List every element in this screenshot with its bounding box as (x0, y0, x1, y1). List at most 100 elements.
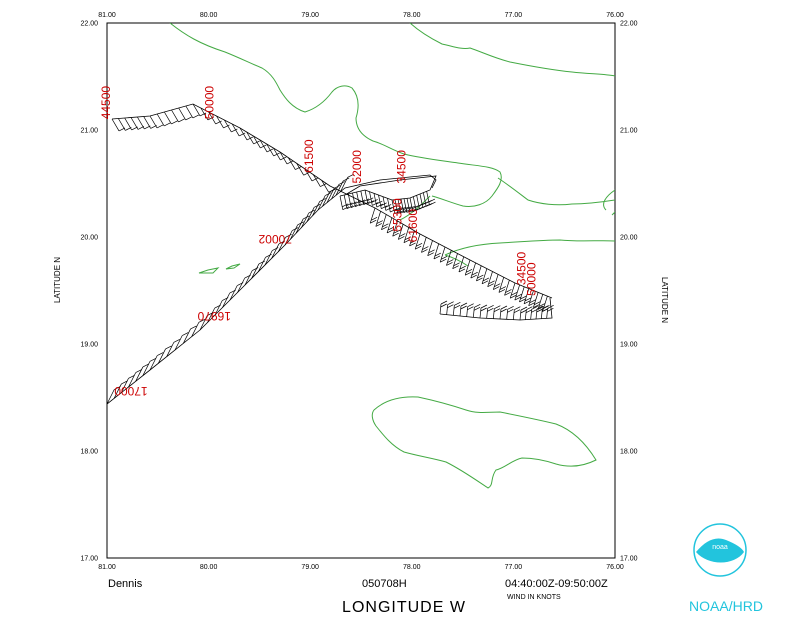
wind-barbs (107, 103, 554, 405)
wind-barb-staff (264, 250, 273, 266)
wind-barb-flag (342, 203, 349, 208)
wind-barb-staff (519, 286, 525, 303)
altitude-label: 50000 (525, 262, 539, 296)
wind-barb-flag (258, 260, 266, 265)
wind-barb-flag (525, 309, 533, 313)
wind-barb-staff (130, 117, 139, 130)
wind-barb-flag (515, 293, 522, 298)
wind-barb-flag (404, 236, 412, 241)
wind-barb-staff (524, 309, 527, 320)
wind-barb-flag (387, 226, 395, 231)
wind-barb-flag (513, 309, 521, 313)
wind-barb-flag (385, 204, 392, 208)
wind-barb-flag (156, 124, 164, 129)
wind-barb-flag (350, 201, 357, 206)
wind-barb-staff (459, 305, 462, 317)
wind-barb-flag (376, 220, 383, 224)
wind-barb-staff (259, 139, 268, 153)
altitude-label: 34500 (395, 150, 409, 184)
wind-barb-flag (422, 246, 429, 250)
wind-barb-staff (392, 220, 398, 237)
wind-barb-staff (479, 307, 482, 319)
wind-barb-flag (164, 122, 171, 127)
wind-barb-flag (494, 305, 501, 309)
wind-barb-staff (452, 253, 458, 269)
wind-barb-flag (215, 120, 222, 125)
wind-barb-flag (389, 205, 396, 210)
wind-barb-staff (535, 308, 538, 320)
wind-barb-staff (244, 270, 253, 286)
wind-barb-flag (350, 204, 358, 209)
wind-barb-flag (393, 230, 400, 234)
wind-barb-staff (506, 309, 509, 320)
wind-barb-staff (481, 268, 488, 284)
wind-barb-staff (296, 163, 304, 176)
wind-barb-staff (409, 230, 415, 247)
wind-barb-flag (460, 302, 468, 307)
wind-barb-flag (523, 300, 531, 305)
wind-barb-flag (504, 292, 511, 296)
wind-barb-flag (487, 283, 494, 288)
time-range: 04:40:00Z-09:50:00Z (505, 578, 608, 590)
wind-barb-staff (271, 243, 280, 259)
wind-barb-staff (414, 233, 421, 250)
wind-barb-staff (340, 177, 349, 192)
wind-barb-staff (403, 198, 408, 213)
wind-barb-staff (253, 135, 261, 149)
wind-barb-flag (246, 136, 254, 141)
wind-barb-flag (440, 256, 448, 260)
wind-barb-staff (216, 115, 224, 129)
wind-barb-flag (487, 308, 494, 312)
wind-barb-staff (369, 207, 376, 224)
wind-barb-flag (519, 298, 526, 303)
wind-barb-flag (253, 140, 260, 145)
wind-barb-flag (280, 156, 287, 161)
wind-barb-staff (224, 119, 232, 133)
wind-barb-staff (360, 190, 364, 205)
wind-barb-flag (505, 289, 512, 293)
wind-barb-staff (199, 315, 208, 331)
wind-barb-flag (135, 369, 142, 373)
grand-cayman (198, 267, 220, 274)
wind-barb-flag (380, 202, 387, 207)
wind-barb-staff (426, 191, 430, 206)
wind-barb-flag (231, 128, 238, 133)
wind-barb-staff (239, 127, 248, 141)
wind-barb-flag (354, 200, 361, 205)
hispaniola-coast (444, 177, 615, 267)
wind-barb-staff (412, 196, 417, 211)
wind-barb-staff (464, 259, 471, 276)
lat-tick-right: 17.00 (620, 556, 638, 563)
wind-barb-staff (295, 218, 304, 234)
wind-barb-staff (246, 131, 254, 145)
wind-barb-flag (536, 305, 544, 310)
wind-barb-staff (301, 212, 310, 228)
wind-barb-flag (358, 199, 366, 204)
wind-barb-staff (200, 107, 209, 121)
altitude-labels: 44500 50000 61500 52000 34500 55300 61600 34500… (99, 86, 539, 398)
wind-barb-flag (471, 271, 478, 276)
noaa-badge-text: noaa (712, 544, 728, 551)
wind-barb-staff (317, 195, 326, 211)
wind-barb-flag (493, 308, 501, 312)
wind-barb-flag (260, 144, 267, 149)
wind-barb-staff (183, 328, 191, 344)
wind-barb-flag (239, 132, 246, 137)
wind-barb-flag (334, 184, 341, 189)
wind-barb-flag (537, 306, 545, 310)
lat-tick-left: 19.00 (80, 342, 98, 349)
wind-barb-flag (415, 243, 423, 247)
wind-barb-flag (367, 200, 374, 205)
jamaica-coastline (371, 396, 597, 489)
wind-barb-flag (447, 259, 454, 263)
wind-barb-flag (524, 297, 532, 302)
lon-tick-top: 78.00 (403, 12, 421, 19)
altitude-label: 44500 (99, 86, 113, 120)
wind-barb-flag (520, 309, 527, 314)
wind-barb-staff (381, 214, 387, 230)
wind-barb-flag (467, 306, 474, 310)
wind-barb-flag (465, 269, 473, 273)
wind-barb-staff (331, 184, 340, 200)
wind-barb-staff (304, 168, 313, 182)
wind-barb-staff (166, 342, 175, 357)
